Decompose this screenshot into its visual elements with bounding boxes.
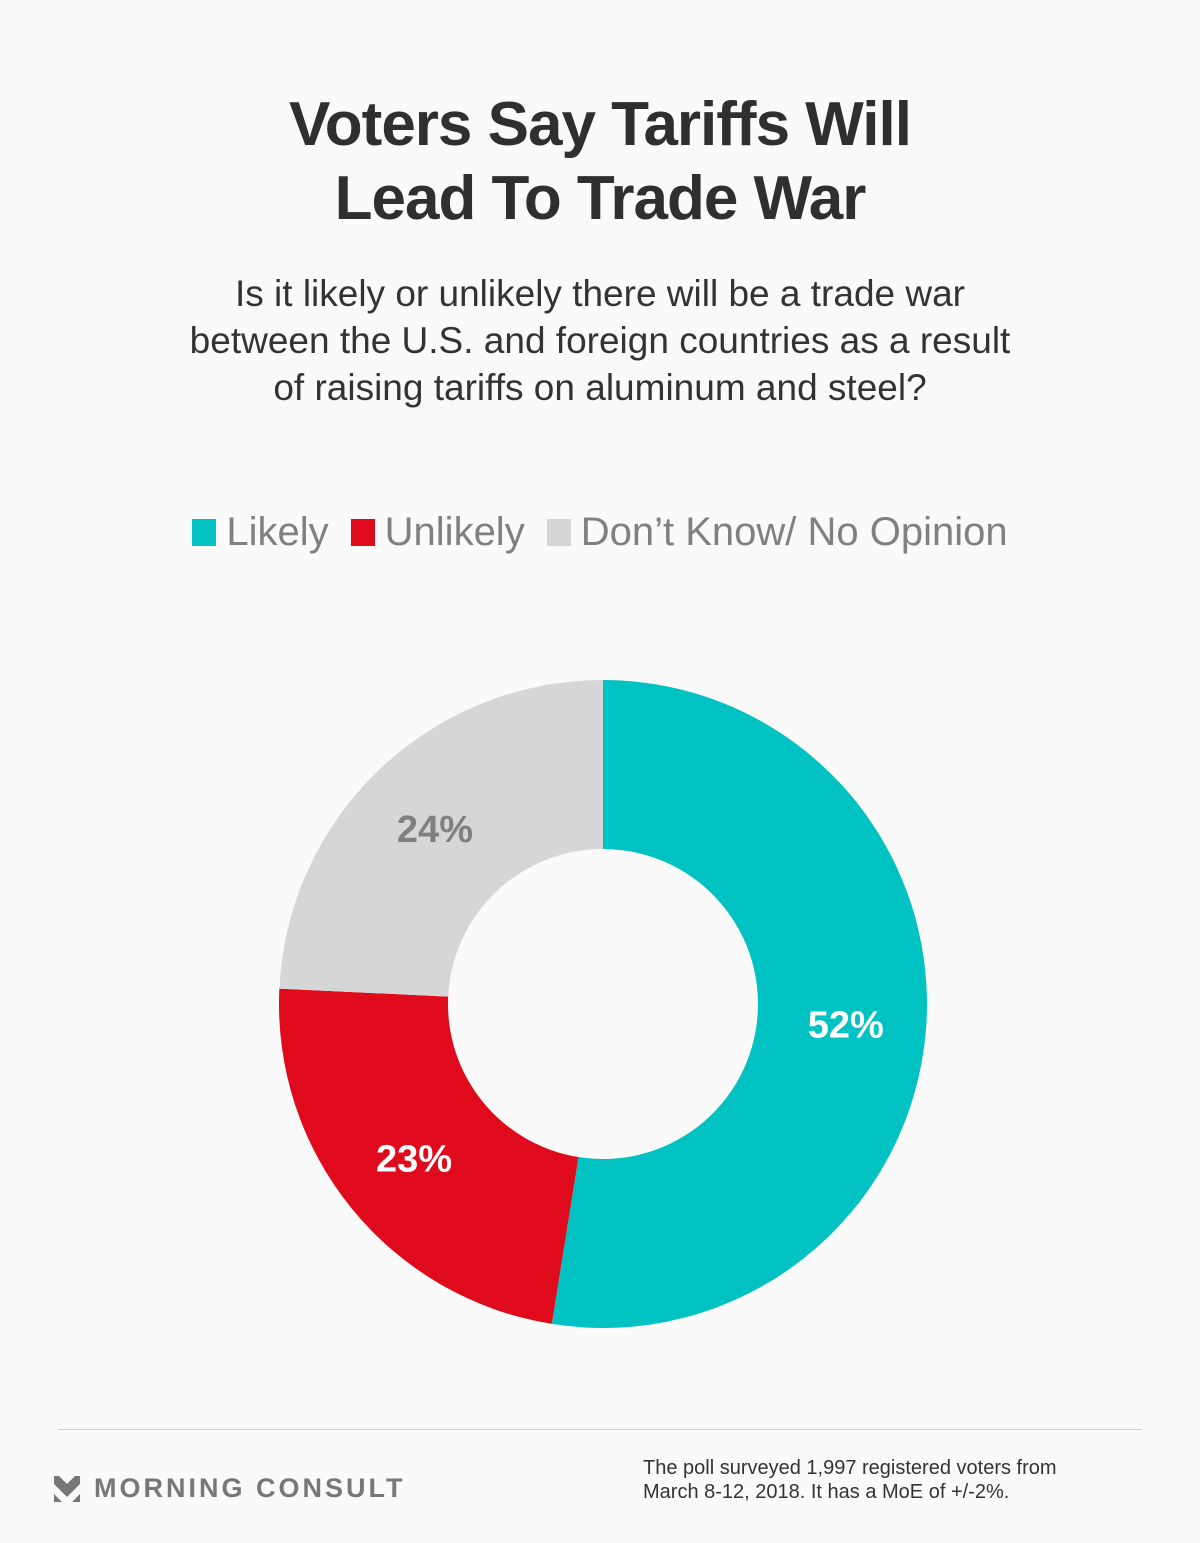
data-label-unlikely: 23% bbox=[376, 1139, 452, 1181]
brand-logo: MORNING CONSULT bbox=[54, 1473, 405, 1504]
chart-subtitle: Is it likely or unlikely there will be a… bbox=[0, 270, 1200, 411]
legend-swatch-unlikely bbox=[350, 519, 375, 546]
note-line-2: March 8-12, 2018. It has a MoE of +/-2%. bbox=[643, 1481, 1010, 1503]
donut-slice-unlikely bbox=[278, 988, 579, 1324]
note-line-1: The poll surveyed 1,997 registered voter… bbox=[643, 1457, 1057, 1479]
morning-consult-chevron-icon bbox=[54, 1475, 80, 1502]
legend-swatch-dont-know bbox=[546, 519, 571, 546]
subtitle-line-3: of raising tariffs on aluminum and steel… bbox=[273, 367, 927, 408]
donut-slice-likely bbox=[551, 680, 928, 1328]
title-line-2: Lead To Trade War bbox=[334, 164, 867, 233]
subtitle-line-2: between the U.S. and foreign countries a… bbox=[189, 320, 1011, 361]
legend-item-unlikely: Unlikely bbox=[350, 510, 525, 555]
data-label-dont-know: 24% bbox=[397, 809, 473, 851]
legend-swatch-likely bbox=[192, 519, 217, 546]
donut-slice-dont-know bbox=[279, 680, 603, 997]
legend-label-likely: Likely bbox=[226, 510, 329, 554]
chart-title: Voters Say Tariffs Will Lead To Trade Wa… bbox=[0, 88, 1200, 236]
subtitle-line-1: Is it likely or unlikely there will be a… bbox=[234, 273, 965, 314]
legend-label-dont-know: Don’t Know/ No Opinion bbox=[580, 510, 1008, 554]
legend: Likely Unlikely Don’t Know/ No Opinion bbox=[0, 510, 1200, 555]
data-label-likely: 52% bbox=[808, 1004, 884, 1046]
brand-name: MORNING CONSULT bbox=[94, 1473, 406, 1503]
legend-item-likely: Likely bbox=[192, 510, 329, 555]
title-line-1: Voters Say Tariffs Will bbox=[289, 90, 912, 159]
legend-item-dont-know: Don’t Know/ No Opinion bbox=[546, 510, 1008, 555]
methodology-note: The poll surveyed 1,997 registered voter… bbox=[643, 1456, 1163, 1504]
footer-divider bbox=[58, 1429, 1142, 1430]
legend-label-unlikely: Unlikely bbox=[384, 510, 525, 554]
